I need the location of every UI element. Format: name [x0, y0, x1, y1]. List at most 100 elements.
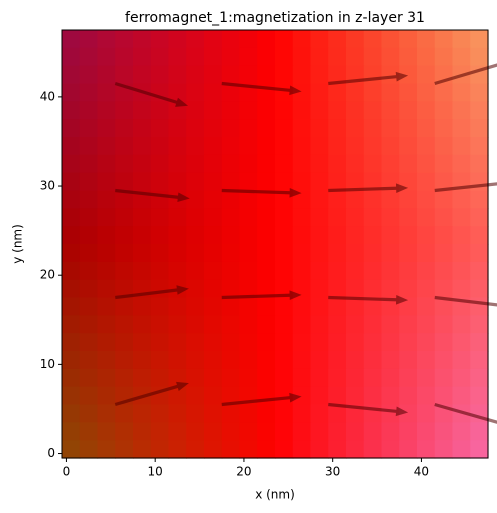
- image-cell: [186, 404, 205, 423]
- image-cell: [204, 190, 223, 209]
- image-cell: [168, 30, 187, 49]
- image-cell: [434, 190, 454, 209]
- image-cell: [310, 226, 329, 245]
- image-cell: [434, 47, 454, 67]
- image-cell: [292, 101, 312, 120]
- image-cell: [204, 368, 223, 388]
- image-cell: [381, 154, 400, 174]
- image-cell: [399, 440, 418, 459]
- image-cell: [150, 351, 170, 370]
- image-cell: [257, 208, 276, 227]
- image-cell: [381, 101, 400, 120]
- image-cell: [79, 244, 99, 263]
- image-cell: [470, 137, 489, 156]
- image-cell: [62, 422, 81, 441]
- image-cell: [381, 226, 400, 245]
- image-cell: [452, 119, 471, 138]
- image-cell: [292, 315, 312, 334]
- image-cell: [257, 137, 276, 156]
- image-cell: [79, 137, 99, 156]
- image-cell: [346, 101, 365, 120]
- image-cell: [434, 154, 454, 174]
- image-cell: [62, 119, 81, 138]
- image-cell: [363, 386, 383, 406]
- image-cell: [310, 172, 329, 192]
- image-cell: [399, 154, 418, 174]
- image-cell: [417, 261, 436, 281]
- image-cell: [115, 315, 134, 334]
- image-cell: [363, 297, 383, 316]
- image-cell: [452, 101, 471, 120]
- image-cell: [221, 30, 241, 49]
- image-cell: [115, 65, 134, 85]
- image-cell: [62, 226, 81, 245]
- image-cell: [79, 101, 99, 120]
- image-cell: [417, 422, 436, 441]
- image-cell: [221, 404, 241, 423]
- image-cell: [97, 65, 116, 85]
- image-cell: [150, 226, 170, 245]
- image-cell: [346, 315, 365, 334]
- image-cell: [328, 244, 347, 263]
- image-cell: [133, 261, 152, 281]
- image-cell: [381, 172, 400, 192]
- image-cell: [399, 226, 418, 245]
- image-cell: [204, 440, 223, 459]
- arrow: [221, 81, 302, 96]
- image-cell: [186, 333, 205, 352]
- image-cell: [79, 30, 99, 49]
- image-cell: [363, 333, 383, 352]
- image-cell: [310, 261, 329, 281]
- image-cell: [310, 440, 329, 459]
- image-cell: [221, 368, 241, 388]
- chart-title: ferromagnet_1:magnetization in z-layer 3…: [125, 10, 425, 26]
- image-cell: [310, 315, 329, 334]
- image-cell: [275, 226, 294, 245]
- image-cell: [79, 154, 99, 174]
- image-cell: [328, 226, 347, 245]
- image-cell: [221, 47, 241, 67]
- image-cell: [239, 244, 258, 263]
- image-cell: [79, 333, 99, 352]
- image-cell: [115, 30, 134, 49]
- image-cell: [470, 83, 489, 102]
- image-cell: [346, 297, 365, 316]
- image-cell: [470, 279, 489, 299]
- image-cell: [328, 440, 347, 459]
- image-cell: [328, 101, 347, 120]
- image-cell: [168, 172, 187, 192]
- image-cell: [452, 83, 471, 102]
- arrow: [328, 294, 409, 305]
- image-cell: [399, 65, 418, 85]
- image-cell: [79, 83, 99, 102]
- image-cell: [346, 244, 365, 263]
- y-tick-label: 30: [40, 179, 55, 193]
- y-tick-label: 0: [47, 446, 55, 460]
- image-cell: [133, 101, 152, 120]
- image-cell: [79, 368, 99, 388]
- image-cell: [346, 226, 365, 245]
- image-cell: [168, 333, 187, 352]
- image-cell: [133, 208, 152, 227]
- image-cell: [346, 83, 365, 102]
- image-cell: [470, 244, 489, 263]
- image-cell: [204, 137, 223, 156]
- image-cell: [363, 172, 383, 192]
- image-cell: [275, 154, 294, 174]
- image-cell: [310, 65, 329, 85]
- x-tick-label: 10: [148, 465, 163, 479]
- x-axis-label: x (nm): [255, 488, 295, 502]
- image-cell: [204, 47, 223, 67]
- image-cell: [275, 137, 294, 156]
- image-cell: [97, 333, 116, 352]
- image-cell: [310, 154, 329, 174]
- image-cell: [452, 261, 471, 281]
- image-cell: [328, 333, 347, 352]
- image-cell: [434, 119, 454, 138]
- image-cell: [79, 226, 99, 245]
- image-cell: [62, 83, 81, 102]
- image-cell: [470, 208, 489, 227]
- image-cell: [399, 297, 418, 316]
- image-cell: [97, 279, 116, 299]
- image-cell: [275, 404, 294, 423]
